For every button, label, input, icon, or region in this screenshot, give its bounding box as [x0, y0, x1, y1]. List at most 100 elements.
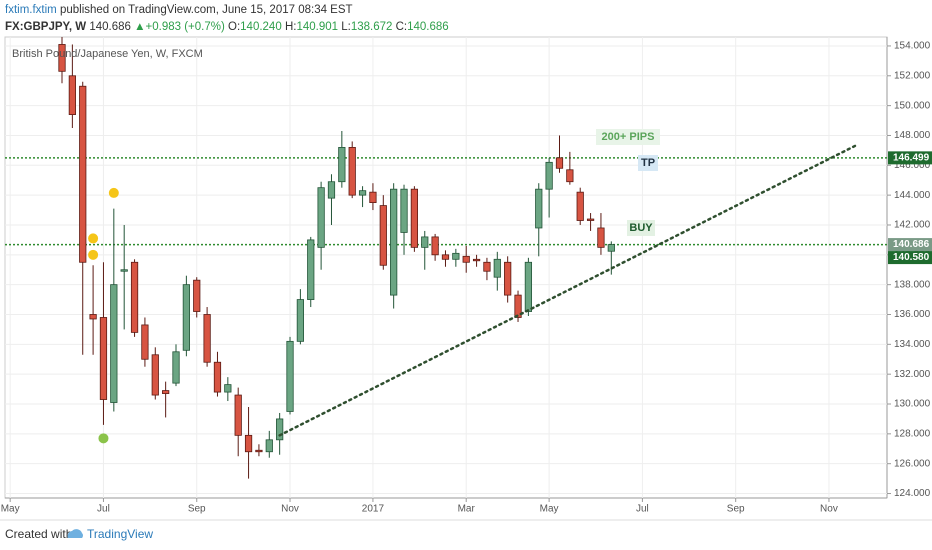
y-tick-label: 154.000 — [894, 41, 931, 52]
footer-text: Created with — [5, 527, 72, 541]
trendline — [278, 143, 860, 437]
author[interactable]: fxtim.fxtim — [5, 4, 57, 16]
price-label: 140.686 — [893, 239, 930, 250]
price-label: 146.499 — [893, 153, 930, 164]
y-tick-label: 124.000 — [894, 488, 931, 499]
published: published on TradingView.com, June 15, 2… — [60, 4, 353, 16]
price-label-box — [888, 238, 932, 252]
candle-body — [462, 255, 470, 263]
chart-title: British Pound/Japanese Yen, W, FXCM — [12, 48, 203, 60]
marker — [98, 433, 109, 444]
y-tick-label: 146.000 — [894, 160, 931, 171]
x-tick-label: 2017 — [362, 504, 385, 515]
candle-body — [120, 269, 128, 272]
price-label: 140.580 — [893, 252, 930, 263]
h-label: H: — [285, 21, 297, 33]
o-label: O: — [228, 21, 240, 33]
y-tick-label: 148.000 — [894, 130, 931, 141]
low: 138.672 — [351, 21, 393, 33]
labels: 124.000 126.000 128.000 130.000 132.000 134.0… — [1, 41, 932, 515]
candle-body — [586, 218, 595, 221]
last: 140.686 — [89, 21, 131, 33]
y-tick-label: 138.000 — [894, 279, 931, 290]
marker — [108, 187, 119, 198]
candle-body — [255, 449, 263, 453]
price-label-box — [888, 151, 932, 165]
x-tick-label: Jul — [97, 504, 110, 515]
header-line2: FX:GBPJPY, W 140.686 ▲+0.983 (+0.7%) O:1… — [5, 21, 449, 33]
open: 140.240 — [240, 21, 282, 33]
candle-body — [141, 324, 149, 360]
marker — [88, 249, 99, 260]
footer-brand[interactable]: TradingView — [87, 527, 153, 541]
candle-body — [99, 317, 108, 400]
y-tick-label: 150.000 — [894, 100, 931, 111]
y-tick-label: 142.000 — [894, 220, 931, 231]
candle-body — [224, 384, 232, 393]
y-tick-label: 144.000 — [894, 190, 931, 201]
candle-body — [566, 169, 574, 183]
annotation: 200+ PIPS — [602, 131, 655, 143]
x-tick-label: May — [1, 504, 20, 515]
candle-body — [358, 190, 367, 196]
candle-body — [307, 239, 315, 300]
candle-body — [89, 314, 97, 320]
logo-icon — [67, 529, 83, 538]
candle-body — [203, 314, 211, 363]
x-tick-label: Jul — [636, 504, 649, 515]
candle-body — [58, 44, 66, 72]
candle-body — [607, 244, 615, 252]
candle-body — [452, 252, 460, 260]
y-tick-label: 126.000 — [894, 458, 931, 469]
x-tick-label: Sep — [727, 504, 745, 515]
candle-body — [504, 261, 512, 296]
candle-body — [79, 85, 87, 263]
candle-body — [348, 147, 356, 196]
candle-body — [213, 361, 222, 393]
l-label: L: — [341, 21, 351, 33]
annotation-box — [627, 220, 655, 236]
candle-body — [576, 191, 584, 221]
candle-body — [379, 205, 387, 266]
candle-body — [421, 236, 429, 248]
marks — [5, 37, 887, 479]
candle-body — [234, 394, 242, 436]
y-tick-label: 130.000 — [894, 399, 931, 410]
candle-body — [162, 390, 170, 394]
candle-body — [369, 191, 377, 204]
candle-body — [545, 161, 553, 190]
candle-body — [182, 284, 190, 351]
x-tick-label: Mar — [458, 504, 476, 515]
header-line1: fxtim.fxtim published on TradingView.com… — [5, 4, 353, 16]
annotation-box — [596, 129, 660, 145]
candle-body — [535, 188, 543, 229]
candle-body — [472, 258, 481, 262]
candle-body — [524, 261, 533, 312]
y-tick-label: 132.000 — [894, 369, 931, 380]
candle-body — [493, 258, 501, 278]
candle-body — [151, 354, 159, 396]
candle-body — [317, 187, 325, 248]
y-tick-label: 136.000 — [894, 309, 931, 320]
y-tick-label: 152.000 — [894, 70, 931, 81]
x-tick-label: Sep — [188, 504, 206, 515]
y-tick-label: 134.000 — [894, 339, 931, 350]
candle-body — [400, 188, 408, 233]
candle-body — [244, 434, 253, 453]
candle-body — [265, 439, 273, 453]
candle-body — [130, 261, 139, 333]
close: 140.686 — [407, 21, 449, 33]
y-tick-label: 128.000 — [894, 428, 931, 439]
c-label: C: — [396, 21, 408, 33]
annotation: BUY — [629, 222, 653, 234]
candle-body — [390, 188, 398, 296]
candle-body — [514, 294, 522, 318]
candle-body — [68, 75, 76, 115]
candle-body — [483, 261, 491, 272]
candle-body — [431, 236, 439, 256]
marker — [88, 233, 99, 244]
candle-body — [276, 418, 284, 441]
candle-body — [296, 299, 304, 342]
